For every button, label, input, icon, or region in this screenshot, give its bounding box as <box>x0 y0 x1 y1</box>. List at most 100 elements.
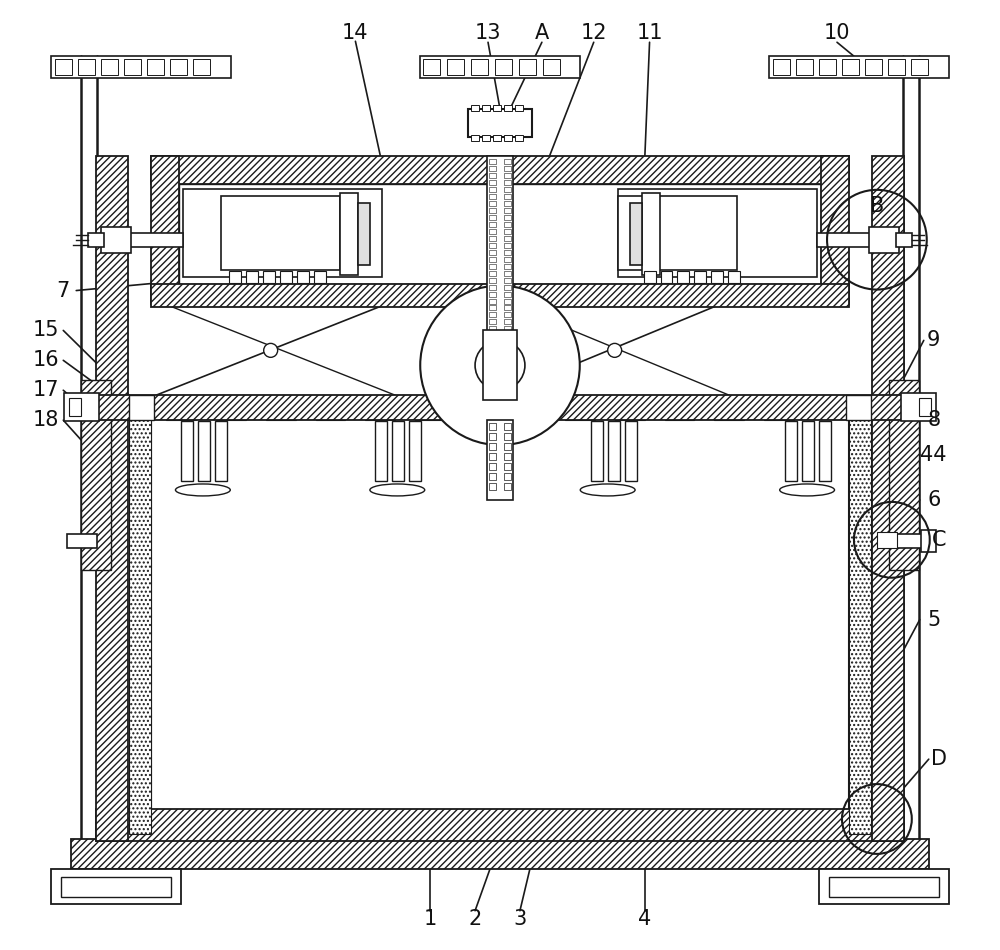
Bar <box>504 271 511 276</box>
Text: D: D <box>931 750 947 770</box>
Bar <box>504 298 511 303</box>
Text: 5: 5 <box>927 610 940 630</box>
Bar <box>817 233 872 247</box>
Bar <box>519 59 536 75</box>
Text: 8: 8 <box>927 410 940 430</box>
Text: 10: 10 <box>824 24 850 44</box>
Bar <box>849 415 871 834</box>
Bar <box>504 194 511 199</box>
Bar <box>229 271 241 282</box>
Bar <box>489 159 496 164</box>
Bar <box>504 229 511 234</box>
Text: C: C <box>931 530 946 550</box>
Bar <box>409 421 421 481</box>
Ellipse shape <box>175 484 230 496</box>
Bar <box>694 271 706 282</box>
Bar <box>714 406 744 420</box>
Bar <box>504 166 511 171</box>
Bar <box>773 59 790 75</box>
Bar <box>96 156 128 841</box>
Bar <box>151 283 849 308</box>
Bar <box>489 180 496 185</box>
Bar <box>489 200 496 206</box>
Bar <box>892 534 922 548</box>
Bar <box>889 380 919 570</box>
Bar <box>183 189 382 276</box>
Bar <box>665 406 694 420</box>
Bar <box>358 202 370 265</box>
Bar <box>471 59 488 75</box>
Text: 13: 13 <box>475 24 501 44</box>
Bar <box>263 271 275 282</box>
Bar <box>515 135 523 141</box>
Bar <box>764 406 794 420</box>
Bar <box>489 285 496 290</box>
Bar <box>504 236 511 240</box>
Bar <box>504 277 511 282</box>
Bar <box>489 298 496 303</box>
Bar <box>151 156 179 303</box>
Bar <box>129 415 151 834</box>
Bar <box>51 869 181 903</box>
Bar <box>489 173 496 178</box>
Bar <box>181 421 193 481</box>
Text: 44: 44 <box>920 445 947 466</box>
Ellipse shape <box>370 484 425 496</box>
Bar <box>504 473 511 480</box>
Text: 4: 4 <box>638 909 651 929</box>
Bar <box>565 406 595 420</box>
Bar <box>489 348 496 352</box>
Bar <box>504 105 512 111</box>
Bar <box>487 156 513 368</box>
Bar <box>489 333 496 338</box>
Bar <box>877 532 897 548</box>
Bar <box>471 135 479 141</box>
Bar <box>504 180 511 185</box>
Bar <box>504 313 511 317</box>
Bar <box>504 256 511 261</box>
Bar <box>166 406 196 420</box>
Bar <box>504 333 511 338</box>
Bar <box>504 242 511 248</box>
Bar <box>487 420 513 500</box>
Bar <box>147 59 164 75</box>
Bar <box>618 189 817 276</box>
Bar <box>796 59 813 75</box>
Bar <box>468 109 532 137</box>
Bar <box>489 256 496 261</box>
Bar <box>493 105 501 111</box>
Text: 2: 2 <box>468 909 482 929</box>
Bar <box>124 59 141 75</box>
Bar <box>69 398 81 416</box>
Bar <box>802 421 814 481</box>
Bar <box>504 159 511 164</box>
Bar <box>489 327 496 332</box>
Text: 11: 11 <box>636 24 663 44</box>
Bar <box>489 319 496 325</box>
Bar <box>151 156 849 184</box>
Bar <box>661 271 672 282</box>
Bar <box>170 59 187 75</box>
Text: B: B <box>870 196 884 216</box>
Bar <box>67 534 97 548</box>
Bar <box>504 285 511 290</box>
Bar <box>489 242 496 248</box>
Bar <box>489 453 496 460</box>
Bar <box>711 271 723 282</box>
Bar <box>819 59 836 75</box>
Bar <box>489 463 496 470</box>
Bar <box>504 263 511 269</box>
Bar <box>392 421 404 481</box>
Bar <box>785 421 797 481</box>
Bar <box>96 395 904 420</box>
Bar <box>504 443 511 450</box>
Bar <box>375 421 387 481</box>
Bar <box>246 271 258 282</box>
Bar <box>55 59 72 75</box>
Bar <box>728 271 740 282</box>
Circle shape <box>264 343 278 357</box>
Text: 15: 15 <box>33 320 60 340</box>
Bar <box>489 313 496 317</box>
Bar <box>193 59 210 75</box>
Bar <box>846 395 871 420</box>
